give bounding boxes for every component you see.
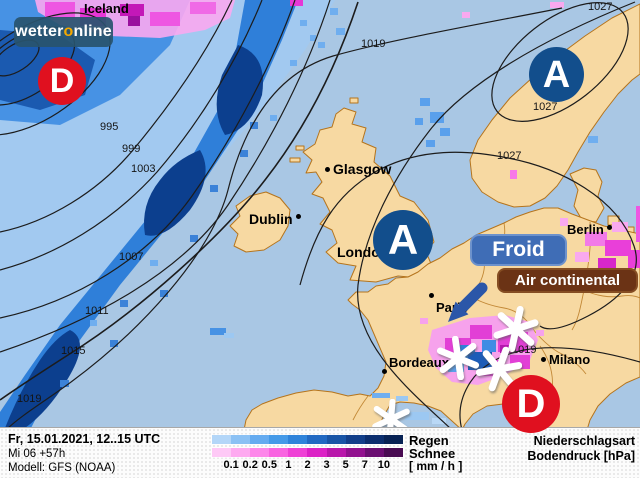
scale-tick: 1 bbox=[285, 459, 292, 471]
logo-accent-letter: o bbox=[63, 23, 74, 40]
wetteronline-logo[interactable]: wetter o nline bbox=[14, 17, 113, 47]
snowflake-icon bbox=[493, 306, 539, 352]
scale-tick: 2 bbox=[304, 459, 311, 471]
scale-segment bbox=[345, 435, 365, 444]
scale-segment bbox=[250, 435, 270, 444]
scale-segment bbox=[269, 435, 289, 444]
scale-segment bbox=[364, 435, 384, 444]
valid-time-label: Fr, 15.01.2021, 12..15 UTC bbox=[8, 432, 161, 446]
snowflake-icon bbox=[436, 336, 480, 380]
city-dot bbox=[382, 369, 387, 375]
isobar-label: 1007 bbox=[119, 251, 144, 263]
scale-segment bbox=[231, 435, 251, 444]
scale-tick: 0.2 bbox=[242, 459, 258, 471]
city-dot bbox=[606, 225, 612, 231]
cold-air-arrow-icon bbox=[448, 282, 488, 322]
air-mass-callout-box: Air continental bbox=[497, 268, 638, 293]
city-label-berlin: Berlin bbox=[567, 222, 615, 237]
land-hebrides bbox=[295, 145, 305, 151]
high-pressure-symbol: A bbox=[373, 210, 433, 270]
land-hebrides bbox=[289, 157, 301, 163]
scale-tick: 0.5 bbox=[261, 459, 277, 471]
scale-segment bbox=[383, 435, 403, 444]
model-run-label: Mi 06 +57h bbox=[8, 448, 66, 460]
legend-unit-label: [ mm / h ] bbox=[409, 459, 463, 473]
scale-segment bbox=[288, 435, 308, 444]
scale-segment bbox=[288, 448, 308, 457]
isobar-label: 995 bbox=[100, 121, 119, 133]
scale-segment bbox=[212, 435, 232, 444]
scale-segment bbox=[212, 448, 232, 457]
low-pressure-symbol: D bbox=[38, 57, 86, 105]
city-dot bbox=[541, 357, 546, 363]
city-label-milano: Milano bbox=[538, 352, 590, 367]
scale-tick: 7 bbox=[361, 459, 368, 471]
scale-segment bbox=[345, 448, 365, 457]
model-name-label: Modell: GFS (NOAA) bbox=[8, 462, 116, 474]
city-label-glasgow: Glasgow bbox=[322, 161, 391, 177]
snow-color-scale bbox=[212, 448, 403, 457]
city-label-bordeaux: Bordeaux bbox=[382, 355, 449, 375]
scale-tick: 0.1 bbox=[223, 459, 239, 471]
scale-segment bbox=[250, 448, 270, 457]
isobar-label: 1011 bbox=[85, 305, 109, 317]
snowflake-icon bbox=[476, 346, 522, 392]
precip-type-label: Niederschlagsart bbox=[533, 434, 635, 448]
cold-callout-box: Froid bbox=[470, 234, 567, 266]
isobar-label: 1027 bbox=[497, 150, 522, 162]
city-dot bbox=[429, 293, 434, 299]
isobar-label: 999 bbox=[122, 143, 141, 155]
scale-segment bbox=[364, 448, 384, 457]
land-orkney bbox=[349, 97, 359, 104]
logo-text: nline bbox=[73, 23, 112, 40]
scale-segment bbox=[326, 435, 346, 444]
rain-legend-label: Regen bbox=[409, 433, 449, 448]
surface-pressure-label: Bodendruck [hPa] bbox=[527, 449, 635, 463]
scale-segment bbox=[269, 448, 289, 457]
scale-tick: 10 bbox=[377, 459, 391, 471]
land-ireland bbox=[229, 191, 291, 253]
isobar-label: 1015 bbox=[61, 345, 86, 357]
isobar-layer bbox=[0, 0, 640, 431]
snow-legend-label: Schnee bbox=[409, 446, 456, 461]
land-denmark bbox=[569, 167, 605, 223]
low-pressure-symbol: D bbox=[502, 375, 560, 433]
isobar-label: 1019 bbox=[361, 38, 386, 50]
city-dot bbox=[295, 213, 301, 219]
scale-segment bbox=[307, 448, 327, 457]
rain-color-scale bbox=[212, 435, 403, 444]
isobar-label: 1003 bbox=[131, 163, 156, 175]
scale-segment bbox=[231, 448, 251, 457]
city-label-dublin: Dublin bbox=[249, 211, 304, 227]
scale-tick-labels: 0.1 0.2 0.5 1 2 3 5 7 10 bbox=[212, 459, 403, 472]
isobar-label: 1027 bbox=[588, 1, 613, 13]
scale-segment bbox=[307, 435, 327, 444]
scale-segment bbox=[383, 448, 403, 457]
country-label-iceland: Iceland bbox=[84, 1, 129, 16]
city-dot bbox=[325, 166, 330, 172]
isobar-label: 1019 bbox=[17, 393, 42, 405]
scale-tick: 3 bbox=[323, 459, 330, 471]
isobar-label: 1019 bbox=[512, 344, 537, 356]
high-pressure-symbol: A bbox=[529, 47, 584, 102]
logo-text: wetter bbox=[15, 23, 64, 40]
info-legend-bar: Fr, 15.01.2021, 12..15 UTC Mi 06 +57h Mo… bbox=[0, 427, 640, 478]
scale-segment bbox=[326, 448, 346, 457]
scale-tick: 5 bbox=[342, 459, 349, 471]
isobar-label: 1027 bbox=[533, 101, 558, 113]
